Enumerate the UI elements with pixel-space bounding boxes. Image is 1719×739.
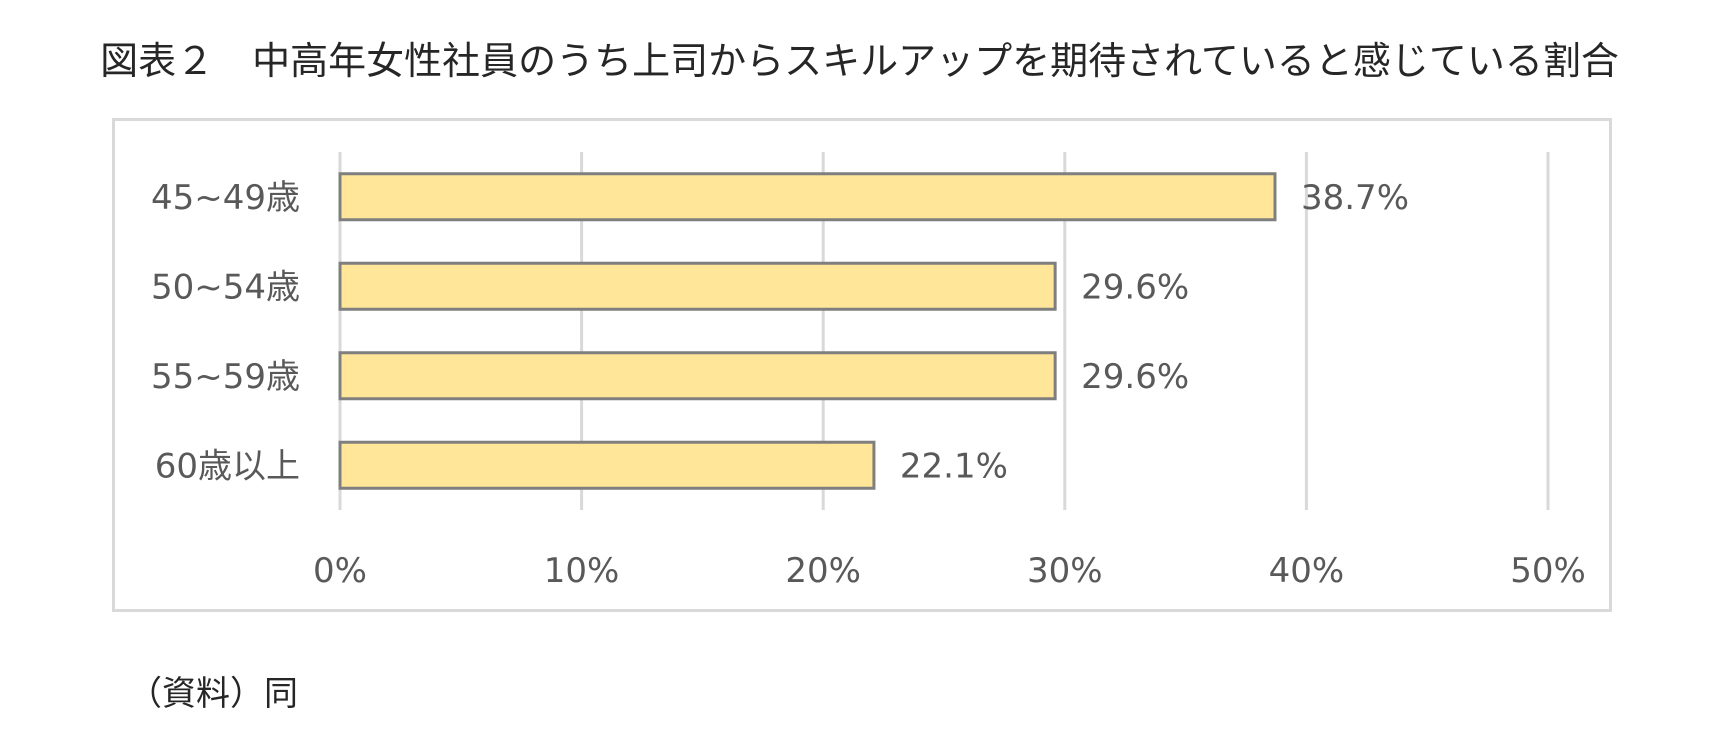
category-label: 50~54歳 (151, 267, 300, 307)
bar (338, 351, 1057, 401)
category-label: 60歳以上 (155, 446, 300, 486)
bar (338, 261, 1057, 311)
x-tick-label: 20% (785, 551, 861, 591)
data-label: 38.7% (1301, 178, 1409, 218)
x-tick-label: 40% (1269, 551, 1345, 591)
data-label: 22.1% (900, 446, 1008, 486)
x-tick-labels: 0% 10% 20% 30% 40% 50% (313, 551, 1586, 591)
bar (338, 440, 876, 490)
x-tick-label: 10% (544, 551, 620, 591)
data-label: 29.6% (1081, 267, 1189, 307)
x-tick-label: 0% (313, 551, 367, 591)
data-label: 29.6% (1081, 357, 1189, 397)
bar (338, 172, 1277, 222)
x-tick-label: 30% (1027, 551, 1103, 591)
bars (338, 172, 1277, 490)
category-label: 45~49歳 (151, 178, 300, 218)
category-labels: 45~49歳 50~54歳 55~59歳 60歳以上 (151, 178, 300, 487)
x-tick-label: 50% (1510, 551, 1586, 591)
category-label: 55~59歳 (151, 357, 300, 397)
source-note: （資料）同 (128, 674, 298, 714)
chart-title: 図表２ 中高年女性社員のうち上司からスキルアップを期待されていると感じている割合 (100, 39, 1619, 83)
data-labels: 38.7% 29.6% 29.6% 22.1% (900, 178, 1409, 487)
